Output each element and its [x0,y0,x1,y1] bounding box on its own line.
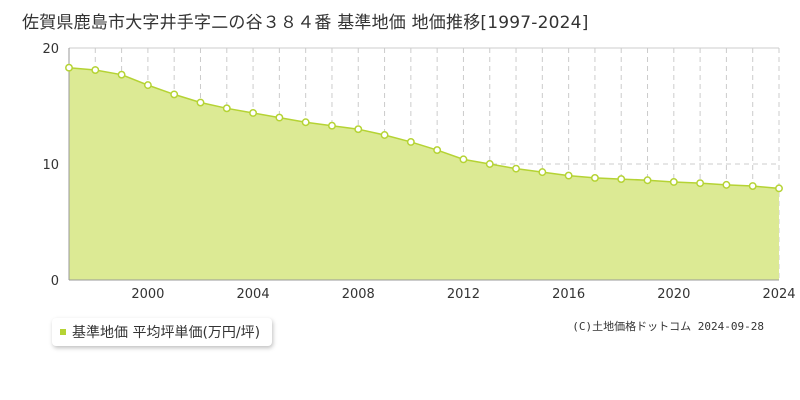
data-point [222,104,231,113]
data-points [65,63,783,193]
y-tick-labels: 0 10 20 [42,42,59,289]
series-area [68,66,780,280]
data-point [433,146,442,155]
data-point [590,173,599,182]
data-point [196,98,205,107]
data-point [617,175,626,184]
legend-label: 基準地価 平均坪単価(万円/坪) [72,325,261,341]
data-point [117,70,126,79]
y-tick-label: 10 [42,158,59,173]
data-point [512,164,520,173]
x-tick-label: 2020 [657,287,690,302]
copyright-text: (C)土地価格ドットコム 2024-09-28 [572,320,764,333]
data-point [748,182,757,190]
data-point [380,131,389,139]
data-point [696,179,705,188]
data-point [459,155,468,164]
x-tick-label: 2016 [552,287,585,302]
x-tick-label: 2024 [762,287,795,302]
data-point [275,113,284,122]
x-tick-label: 2000 [131,287,164,302]
data-point [722,180,731,189]
data-point [485,160,494,168]
chart-title: 佐賀県鹿島市大字井手字二の谷３８４番 基準地価 地価推移[1997-2024] [22,13,589,33]
data-point [775,184,783,193]
data-point [328,121,336,130]
data-point [564,171,573,180]
y-tick-label: 20 [42,42,59,57]
legend-marker [60,329,66,335]
data-point [301,118,310,127]
data-point [249,109,258,117]
data-point [65,63,73,72]
data-point [354,125,363,134]
data-point [669,178,678,186]
data-point [170,90,179,99]
series-line [68,66,780,190]
x-tick-labels: 2000 2004 2008 2012 2016 2020 2024 [131,287,795,302]
data-point [538,168,547,177]
data-point [143,81,152,90]
x-tick-label: 2008 [342,287,375,302]
axes [68,48,779,281]
legend: 基準地価 平均坪単価(万円/坪) [52,318,273,346]
data-point [91,66,100,74]
data-point [406,138,415,146]
y-tick-label: 0 [51,274,59,289]
series-area-fill [69,67,779,280]
x-tick-label: 2004 [237,287,270,302]
data-point [643,176,652,185]
x-tick-label: 2012 [447,287,480,302]
